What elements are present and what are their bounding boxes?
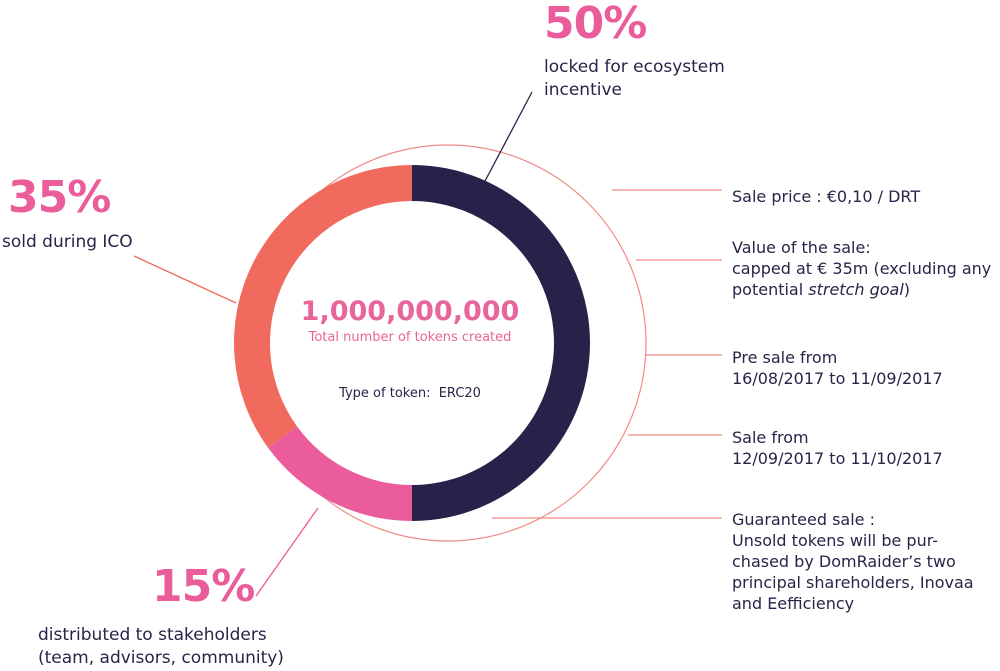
info-guaranteed-line4: principal shareholders, Inovaa bbox=[732, 573, 974, 592]
info-pre-sale-line2: 16/08/2017 to 11/09/2017 bbox=[732, 369, 943, 388]
center-total-label: Total number of tokens created bbox=[308, 330, 512, 345]
info-sale-period-line2: 12/09/2017 to 11/10/2017 bbox=[732, 449, 943, 468]
info-guaranteed-line3: chased by DomRaider’s two bbox=[732, 552, 956, 571]
info-sale-value-line2: capped at € 35m (excluding any bbox=[732, 259, 992, 278]
info-sale-value-tail: ) bbox=[903, 280, 911, 299]
leader-line-15 bbox=[255, 507, 319, 597]
leader-line-35 bbox=[133, 255, 237, 304]
slice-caption-35: sold during ICO bbox=[2, 231, 133, 254]
slice-caption-50-line2: incentive bbox=[544, 80, 622, 100]
info-pre-sale-line1: Pre sale from bbox=[732, 348, 838, 367]
info-guaranteed-line5: and Eefficiency bbox=[732, 594, 855, 613]
info-guaranteed-line1: Guaranteed sale : bbox=[732, 510, 875, 529]
token-type-label: Type of token: bbox=[339, 386, 431, 401]
info-pre-sale: Pre sale from 16/08/2017 to 11/09/2017 bbox=[732, 347, 943, 389]
slice-caption-15-line1: distributed to stakeholders bbox=[38, 625, 267, 645]
donut-slice-50 bbox=[412, 165, 590, 521]
leader-line-50 bbox=[483, 91, 533, 184]
donut-slice-15 bbox=[267, 426, 412, 522]
slice-caption-50-line1: locked for ecosystem bbox=[544, 57, 725, 77]
token-type-value: ERC20 bbox=[438, 386, 481, 401]
info-guaranteed-sale: Guaranteed sale : Unsold tokens will be … bbox=[732, 509, 974, 614]
info-guaranteed-line2: Unsold tokens will be pur- bbox=[732, 531, 939, 550]
slice-label-50: 50% bbox=[544, 0, 647, 49]
center-total-value: 1,000,000,000 bbox=[300, 296, 520, 327]
slice-caption-50: locked for ecosystem incentive bbox=[544, 56, 725, 102]
info-sale-period: Sale from 12/09/2017 to 11/10/2017 bbox=[732, 427, 943, 469]
slice-caption-35-line1: sold during ICO bbox=[2, 232, 133, 252]
donut-slice-35 bbox=[234, 165, 412, 448]
info-sale-price-line1: Sale price : €0,10 / DRT bbox=[732, 187, 921, 206]
info-sale-value-italic: stretch goal bbox=[808, 280, 904, 299]
token-type: Type of token: ERC20 bbox=[300, 386, 520, 401]
slice-label-35: 35% bbox=[8, 172, 111, 223]
info-sale-price: Sale price : €0,10 / DRT bbox=[732, 186, 920, 207]
slice-caption-15: distributed to stakeholders (team, advis… bbox=[38, 624, 284, 670]
info-sale-value-line1: Value of the sale: bbox=[732, 238, 871, 257]
info-sale-period-line1: Sale from bbox=[732, 428, 809, 447]
info-sale-value: Value of the sale: capped at € 35m (excl… bbox=[732, 237, 991, 300]
info-sale-value-line3: potential stretch goal) bbox=[732, 279, 991, 300]
slice-caption-15-line2: (team, advisors, community) bbox=[38, 648, 284, 668]
slice-label-15: 15% bbox=[152, 561, 255, 612]
info-sale-value-line3-text: potential bbox=[732, 280, 809, 299]
